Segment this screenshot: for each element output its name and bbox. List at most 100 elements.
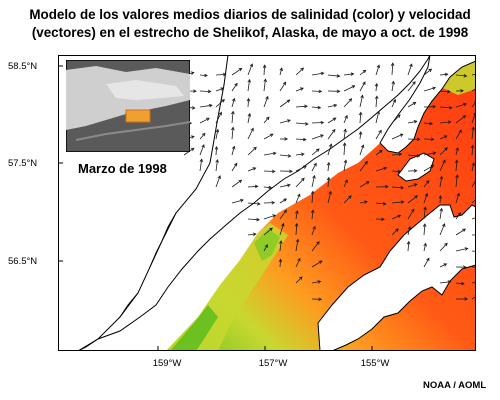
velocity-vector-head	[379, 149, 383, 154]
velocity-vector	[439, 90, 451, 93]
velocity-vector	[439, 176, 443, 188]
velocity-vector-head	[328, 143, 333, 148]
velocity-vector-head	[382, 201, 387, 206]
velocity-vector-head	[350, 72, 355, 76]
velocity-vector-head	[221, 99, 225, 103]
velocity-vector-head	[461, 281, 465, 286]
velocity-vector	[311, 210, 314, 220]
velocity-vector-head	[240, 198, 244, 203]
velocity-vector-head	[316, 148, 320, 153]
velocity-vector-head	[385, 185, 389, 189]
velocity-vector-head	[464, 297, 469, 301]
velocity-vector	[439, 73, 448, 76]
velocity-vector	[423, 258, 430, 268]
velocity-vector	[215, 159, 218, 172]
velocity-vector-head	[360, 94, 364, 99]
velocity-vector	[279, 184, 291, 188]
velocity-vector	[247, 128, 254, 140]
velocity-vector-head	[378, 129, 382, 134]
velocity-vector	[455, 212, 461, 220]
velocity-vector-head	[252, 232, 257, 237]
inset-clouds	[106, 80, 184, 100]
velocity-vector-head	[344, 179, 348, 184]
velocity-vector-head	[272, 151, 277, 156]
velocity-vector	[231, 111, 234, 124]
velocity-vector	[215, 175, 221, 188]
velocity-vector-head	[439, 207, 443, 212]
velocity-vector	[455, 147, 459, 156]
velocity-vector-head	[269, 133, 274, 137]
velocity-vector	[471, 88, 476, 92]
velocity-vector	[471, 281, 476, 284]
velocity-vector-head	[265, 95, 269, 100]
velocity-vector	[359, 131, 362, 140]
velocity-vector-head	[300, 87, 304, 91]
velocity-vector-head	[191, 106, 196, 110]
velocity-vector	[343, 115, 348, 124]
velocity-vector	[231, 199, 244, 204]
velocity-vector	[343, 143, 346, 156]
velocity-vector-head	[263, 78, 267, 83]
velocity-vector-head	[304, 104, 308, 109]
velocity-vector	[263, 214, 276, 220]
velocity-vector-head	[392, 98, 396, 103]
velocity-vector-head	[199, 158, 204, 163]
velocity-vector-head	[283, 198, 288, 202]
velocity-vector	[391, 201, 404, 204]
velocity-vector-head	[249, 63, 253, 68]
velocity-vector-head	[455, 174, 459, 179]
velocity-vector-head	[246, 97, 251, 102]
velocity-vector	[279, 259, 281, 268]
velocity-vector-head	[256, 201, 261, 206]
velocity-vector	[199, 133, 206, 140]
velocity-vector-head	[317, 105, 322, 110]
velocity-vector-head	[302, 137, 307, 142]
velocity-vector-head	[471, 162, 475, 167]
velocity-vector	[311, 163, 317, 172]
velocity-vector-head	[320, 120, 325, 125]
velocity-vector	[295, 138, 306, 141]
velocity-vector	[423, 180, 430, 188]
velocity-vector-head	[336, 89, 341, 93]
kenai-coast	[379, 55, 476, 154]
velocity-vector	[391, 63, 394, 76]
velocity-vector-head	[231, 126, 235, 131]
velocity-vector-head	[400, 185, 405, 190]
velocity-vector-head	[215, 128, 220, 133]
velocity-vector	[439, 147, 448, 156]
velocity-vector	[327, 162, 330, 172]
velocity-vector	[327, 74, 340, 77]
velocity-vector	[295, 276, 303, 284]
velocity-vector	[279, 223, 284, 236]
velocity-vector-head	[390, 62, 395, 67]
velocity-vector-head	[342, 142, 347, 146]
velocity-vector	[439, 223, 445, 236]
velocity-vector	[471, 266, 476, 268]
velocity-vector	[311, 226, 316, 236]
velocity-vector	[439, 159, 446, 172]
velocity-vector-head	[287, 154, 292, 158]
velocity-vector-head	[411, 208, 415, 213]
velocity-vector	[471, 217, 476, 220]
velocity-vector-head	[464, 247, 469, 251]
velocity-vector	[423, 207, 426, 220]
velocity-vector	[295, 258, 301, 268]
velocity-vector-head	[397, 214, 402, 218]
velocity-vector	[263, 186, 272, 189]
velocity-vector-head	[429, 121, 434, 126]
velocity-vector	[439, 195, 441, 204]
velocity-vector-head	[332, 117, 337, 121]
velocity-vector	[263, 227, 273, 236]
velocity-vector	[455, 175, 458, 188]
velocity-vector	[263, 244, 268, 252]
velocity-vector-head	[297, 193, 301, 198]
velocity-vector	[455, 74, 467, 77]
velocity-vector-head	[455, 146, 459, 151]
velocity-vector	[455, 193, 460, 204]
velocity-vector	[343, 179, 348, 188]
velocity-vector	[375, 130, 382, 140]
x-tick-155w: 155°W	[360, 358, 390, 369]
velocity-vector	[295, 223, 298, 236]
velocity-vector	[311, 106, 321, 109]
velocity-vector	[295, 105, 308, 108]
